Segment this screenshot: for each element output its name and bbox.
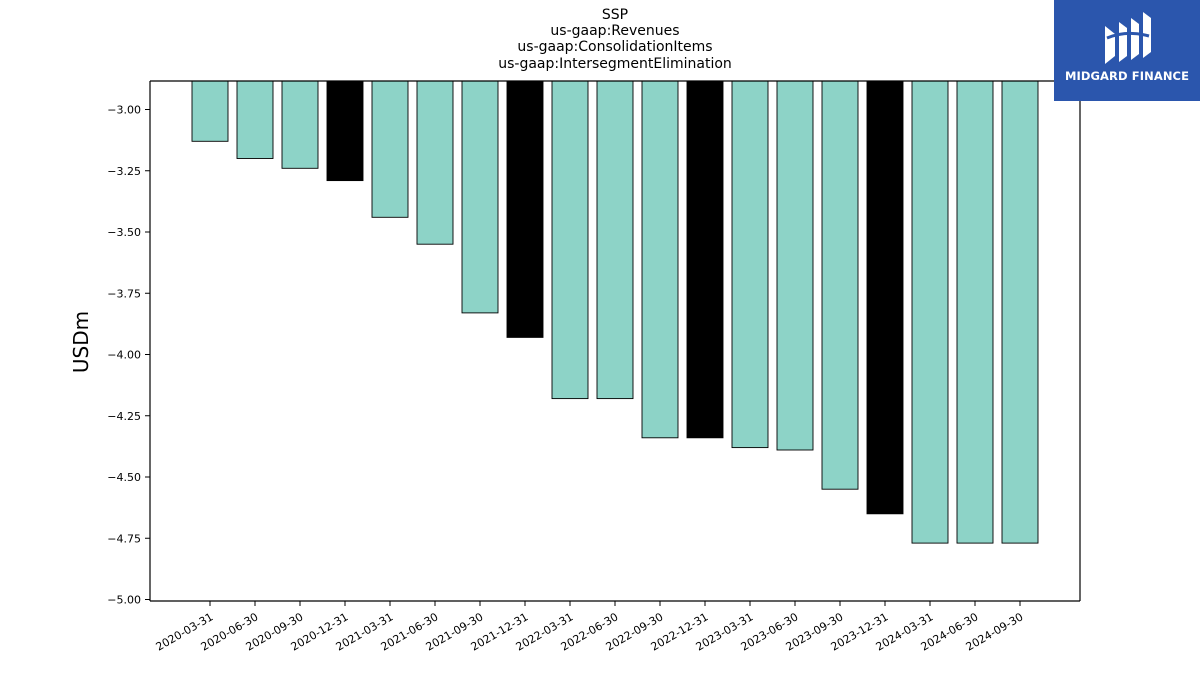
y-axis-label: USDm [69,311,93,373]
chart-title-line-2: us-gaap:Revenues [550,23,680,39]
chart-title-line-3: us-gaap:ConsolidationItems [517,39,713,55]
bar-2020-06-30 [236,80,274,159]
chart-title-line-4: us-gaap:IntersegmentElimination [498,56,732,72]
bar-2024-03-31 [911,80,949,544]
bar-2023-03-31 [731,80,769,449]
bar-2022-12-31 [686,80,724,439]
y-tick-label: −5.00 [107,594,141,607]
x-axis: 2020-03-312020-06-302020-09-302020-12-31… [154,601,1026,654]
y-axis: −3.00 −3.25 −3.50 −3.75 −4.00 −4.25 −4.50 −4.75… [107,104,150,607]
bar-2024-09-30 [1001,80,1039,544]
y-tick-label: −4.75 [107,532,141,545]
bar-2022-06-30 [596,80,634,400]
y-tick-label: −4.50 [107,471,141,484]
y-tick-label: −3.25 [107,165,141,178]
bar-2021-03-31 [371,80,409,218]
y-tick-label: −3.00 [107,104,141,117]
bar-2021-06-30 [416,80,454,245]
bar-2023-09-30 [821,80,859,490]
y-tick-label: −4.25 [107,410,141,423]
chart-title-line-1: SSP [601,7,629,23]
midgard-logo-icon [1105,12,1151,64]
bar-2023-06-30 [776,80,814,451]
brand-logo: MIDGARD FINANCE [1054,0,1200,101]
bar-2021-12-31 [506,80,544,338]
y-tick-label: −3.50 [107,226,141,239]
bar-2022-09-30 [641,80,679,439]
bar-2023-12-31 [866,80,904,515]
y-tick-label: −3.75 [107,287,141,300]
bar-2020-12-31 [326,80,364,182]
bar-2024-06-30 [956,80,994,544]
bar-2020-03-31 [191,80,229,142]
bar-2021-09-30 [461,80,499,314]
bar-2020-09-30 [281,80,319,169]
bar-2022-03-31 [551,80,589,400]
y-tick-label: −4.00 [107,349,141,362]
bars-layer [191,80,1039,544]
brand-name: MIDGARD FINANCE [1064,69,1190,83]
